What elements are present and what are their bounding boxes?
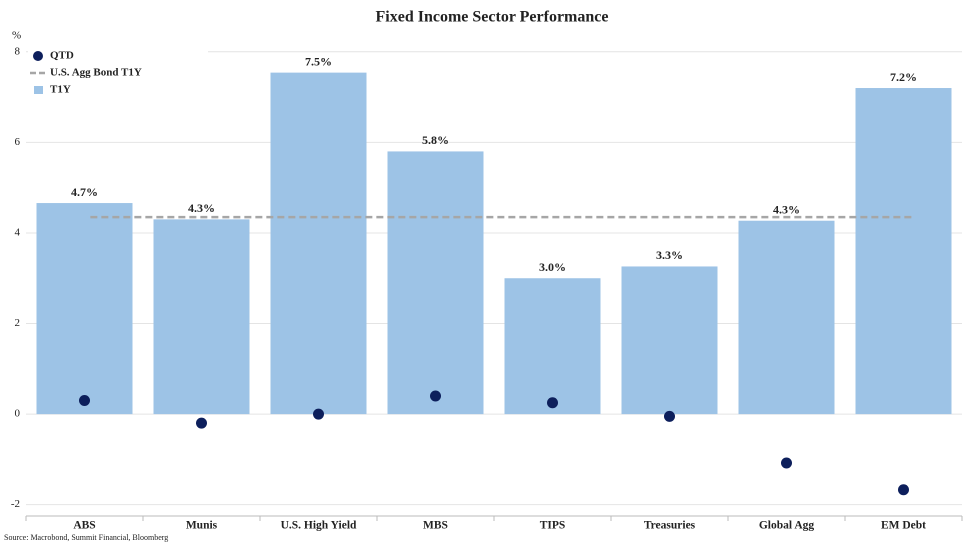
dot bbox=[781, 457, 792, 469]
legend-marker bbox=[33, 51, 43, 61]
source-note: Source: Macrobond, Summit Financial, Blo… bbox=[4, 533, 168, 542]
legend-label: U.S. Agg Bond T1Y bbox=[50, 67, 142, 79]
legend-label: QTD bbox=[50, 50, 74, 62]
dot bbox=[79, 395, 90, 407]
dot bbox=[313, 408, 324, 420]
x-tick-label: EM Debt bbox=[881, 520, 926, 532]
chart-title: Fixed Income Sector Performance bbox=[376, 9, 609, 26]
y-tick-label: 2 bbox=[15, 317, 21, 329]
x-tick-label: TIPS bbox=[540, 520, 566, 532]
data-label: 3.3% bbox=[656, 248, 683, 262]
x-tick-label: Global Agg bbox=[759, 520, 815, 532]
y-tick-label: 4 bbox=[15, 226, 21, 238]
dot bbox=[430, 390, 441, 402]
x-tick-label: ABS bbox=[73, 520, 95, 532]
y-tick-label: 8 bbox=[15, 45, 21, 57]
bar bbox=[36, 203, 133, 415]
data-label: 7.2% bbox=[890, 70, 917, 84]
dot bbox=[664, 410, 675, 422]
x-tick-label: MBS bbox=[423, 520, 448, 532]
x-tick-label: Munis bbox=[186, 520, 218, 532]
dot bbox=[898, 484, 909, 496]
legend-bg bbox=[28, 46, 208, 98]
x-tick-label: U.S. High Yield bbox=[281, 520, 357, 532]
legend-swatch bbox=[34, 86, 43, 94]
dot bbox=[196, 417, 207, 429]
data-label: 4.3% bbox=[773, 202, 800, 216]
data-label: 5.8% bbox=[422, 133, 449, 147]
bar bbox=[153, 219, 250, 415]
data-label: 7.5% bbox=[305, 54, 332, 68]
y-tick-label: -2 bbox=[11, 498, 20, 510]
legend-label: T1Y bbox=[50, 84, 71, 96]
bar bbox=[504, 278, 601, 415]
bar bbox=[621, 266, 718, 415]
bar bbox=[270, 72, 367, 415]
data-label: 3.0% bbox=[539, 260, 566, 274]
x-tick-label: Treasuries bbox=[644, 520, 696, 532]
bar bbox=[738, 220, 835, 415]
y-axis-label: % bbox=[12, 30, 21, 42]
data-label: 4.3% bbox=[188, 201, 215, 215]
bar bbox=[855, 88, 952, 415]
y-tick-label: 6 bbox=[15, 136, 21, 148]
dot bbox=[547, 397, 558, 409]
bar bbox=[387, 151, 484, 415]
data-label: 4.7% bbox=[71, 185, 98, 199]
y-tick-label: 0 bbox=[15, 408, 21, 420]
